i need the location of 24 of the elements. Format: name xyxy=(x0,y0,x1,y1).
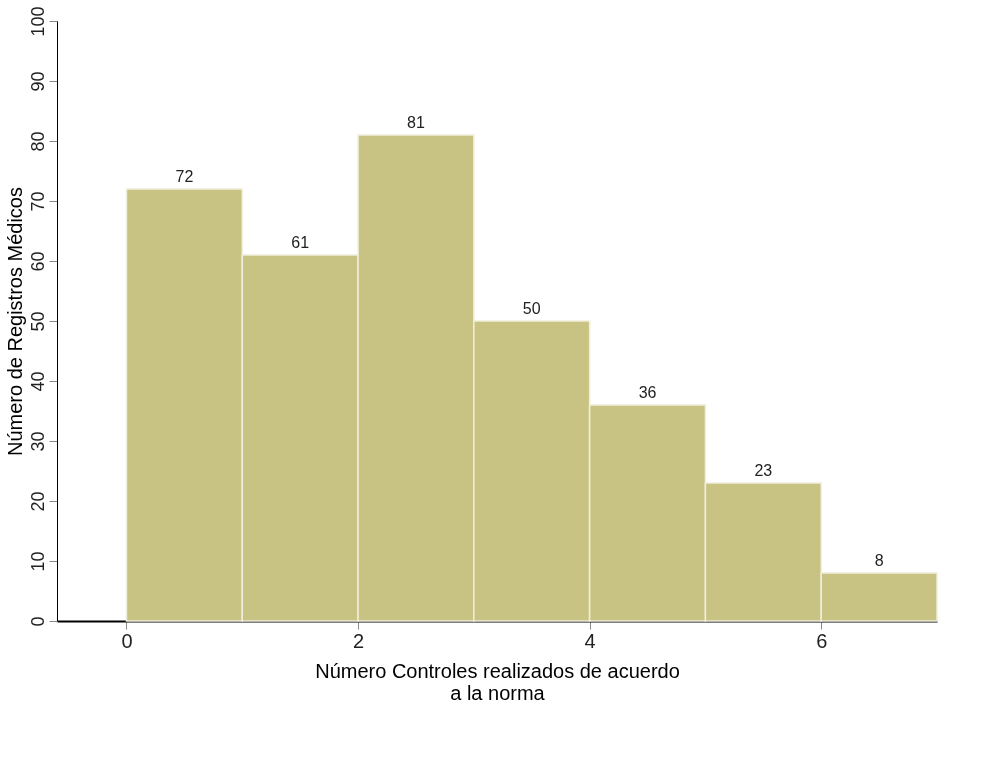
x-tick-label: 0 xyxy=(121,629,133,652)
data-label: 23 xyxy=(754,462,773,479)
data-label: 81 xyxy=(407,114,425,131)
x-tick-label: 4 xyxy=(584,629,596,652)
y-tick-label: 80 xyxy=(27,131,48,152)
x-tick-label: 2 xyxy=(352,629,365,652)
data-label: 36 xyxy=(638,384,657,401)
y-tick-label: 30 xyxy=(27,431,48,452)
y-tick-label: 60 xyxy=(27,251,48,272)
y-axis-title: Número de Registros Médicos xyxy=(3,187,26,456)
y-tick-label: 100 xyxy=(27,6,48,37)
y-tick-label: 10 xyxy=(27,551,48,572)
data-label: 72 xyxy=(175,168,194,185)
y-tick-label: 40 xyxy=(27,371,48,392)
y-tick-label: 90 xyxy=(27,71,48,92)
y-tick-label: 20 xyxy=(27,491,48,512)
data-label: 8 xyxy=(874,552,884,569)
x-axis-title: Número Controles realizados de acuerdo a la norma xyxy=(315,659,680,704)
y-tick-label: 50 xyxy=(27,311,48,332)
y-tick-label: 70 xyxy=(27,191,48,212)
data-label: 50 xyxy=(522,300,541,317)
y-tick-label: 0 xyxy=(27,616,48,627)
x-tick-label: 6 xyxy=(816,629,828,652)
data-label: 61 xyxy=(291,234,310,251)
